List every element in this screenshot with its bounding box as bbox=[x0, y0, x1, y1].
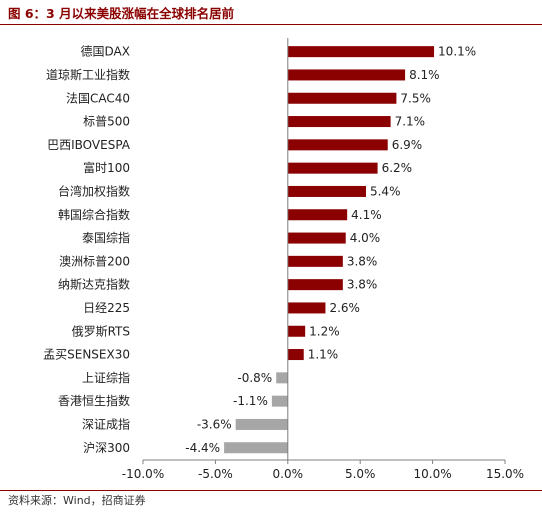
category-label: 澳洲标普200 bbox=[59, 254, 130, 268]
category-label: 沪深300 bbox=[83, 441, 130, 455]
bar bbox=[287, 69, 406, 81]
category-label: 道琼斯工业指数 bbox=[46, 67, 130, 82]
value-label: -3.6% bbox=[197, 417, 232, 431]
value-label: 7.5% bbox=[400, 91, 431, 105]
value-label: -4.4% bbox=[185, 441, 220, 455]
bar bbox=[235, 418, 288, 430]
category-label: 泰国综指 bbox=[82, 230, 130, 245]
x-tick-label: 10.0% bbox=[414, 467, 452, 481]
x-tick-label: 0.0% bbox=[273, 467, 304, 481]
chart-title: 图 6：3 月以来美股涨幅在全球排名居前 bbox=[8, 6, 235, 21]
value-label: 4.1% bbox=[351, 208, 382, 222]
x-axis: -10.0% -5.0% 0.0% 5.0% 10.0% 15.0% bbox=[122, 38, 524, 481]
bar bbox=[287, 92, 397, 104]
category-label: 日经225 bbox=[83, 301, 130, 315]
bar bbox=[287, 279, 343, 291]
bar bbox=[287, 46, 435, 58]
x-tick-label: 5.0% bbox=[345, 467, 376, 481]
category-label: 法国CAC40 bbox=[66, 91, 130, 105]
category-label: 标普500 bbox=[83, 115, 130, 129]
bar bbox=[287, 139, 388, 151]
value-label: 6.2% bbox=[382, 161, 413, 175]
value-label: -1.1% bbox=[233, 394, 268, 408]
value-label: -0.8% bbox=[237, 371, 272, 385]
value-label: 1.2% bbox=[309, 324, 340, 338]
value-label: 7.1% bbox=[395, 115, 426, 129]
value-label: 10.1% bbox=[438, 45, 476, 59]
category-label: 上证综指 bbox=[82, 370, 130, 385]
bar bbox=[287, 232, 346, 244]
bar bbox=[287, 185, 366, 197]
bar bbox=[287, 162, 378, 174]
bar bbox=[276, 372, 288, 384]
value-label: 4.0% bbox=[350, 231, 381, 245]
bar bbox=[287, 325, 306, 337]
value-label: 3.8% bbox=[347, 278, 378, 292]
x-tick-label: 15.0% bbox=[486, 467, 524, 481]
bar bbox=[287, 255, 343, 267]
x-tick-label: -10.0% bbox=[122, 467, 164, 481]
bar bbox=[224, 442, 288, 454]
bar bbox=[287, 116, 391, 128]
value-label: 6.9% bbox=[392, 138, 423, 152]
source-divider bbox=[0, 490, 542, 491]
title-divider bbox=[0, 24, 542, 25]
x-tick-label: -5.0% bbox=[198, 467, 233, 481]
bar bbox=[287, 209, 348, 221]
category-label: 深证成指 bbox=[82, 416, 130, 431]
category-label: 纳斯达克指数 bbox=[58, 277, 130, 292]
category-label: 俄罗斯RTS bbox=[72, 324, 130, 338]
category-label: 巴西IBOVESPA bbox=[47, 138, 131, 152]
bars-group bbox=[224, 46, 435, 454]
value-labels-group: 10.1% 8.1% 7.5% 7.1% 6.9% 6.2% 5.4% 4.1% 4.0% 3.8… bbox=[185, 45, 476, 455]
value-label: 2.6% bbox=[329, 301, 360, 315]
bar bbox=[287, 302, 326, 314]
category-label: 台湾加权指数 bbox=[58, 183, 130, 198]
category-label: 德国DAX bbox=[81, 44, 130, 59]
bar bbox=[287, 349, 304, 361]
value-label: 3.8% bbox=[347, 254, 378, 268]
value-label: 5.4% bbox=[370, 184, 401, 198]
category-label: 孟买SENSEX30 bbox=[43, 348, 130, 362]
category-label: 韩国综合指数 bbox=[58, 207, 130, 222]
source-note: 资料来源：Wind，招商证券 bbox=[8, 494, 146, 507]
category-label: 富时100 bbox=[83, 160, 130, 175]
value-label: 1.1% bbox=[308, 348, 339, 362]
category-label: 香港恒生指数 bbox=[58, 393, 130, 408]
value-label: 8.1% bbox=[409, 68, 440, 82]
bar bbox=[271, 395, 288, 407]
